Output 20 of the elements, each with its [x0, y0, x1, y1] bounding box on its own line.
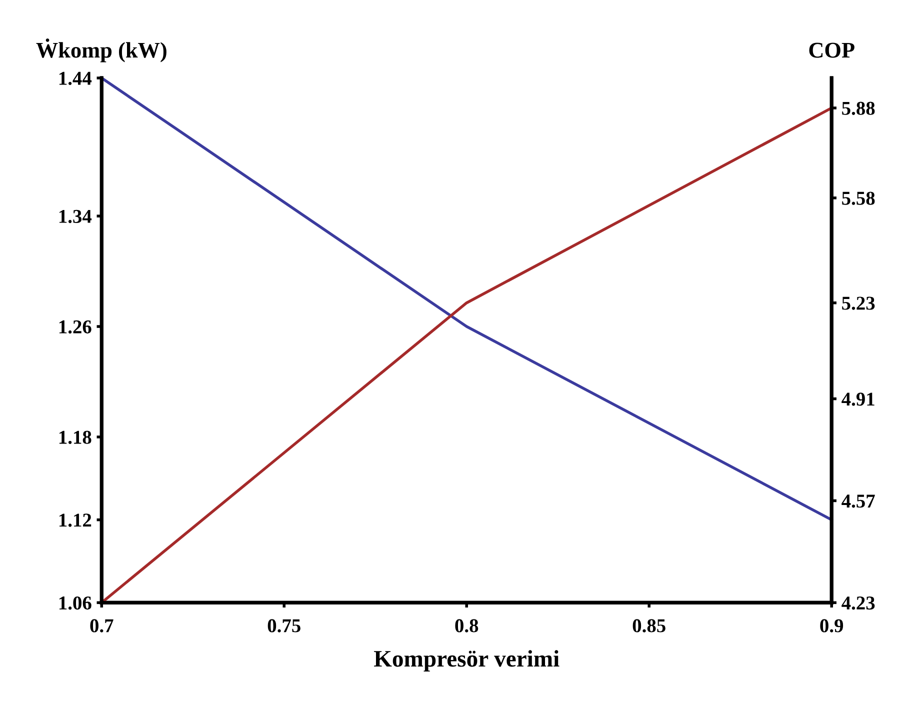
x-tick-label: 0.7	[90, 619, 114, 632]
x-tick-label: 0.85	[632, 619, 666, 632]
y-tick-label: 1.26	[59, 320, 92, 334]
y-tick-label: 1.44	[59, 72, 92, 86]
y2-tick-label: 4.23	[842, 596, 875, 610]
x-tick-label: 0.9	[820, 619, 844, 632]
y2-tick-label: 4.91	[842, 392, 874, 406]
y2-axis-title: COP	[809, 42, 854, 58]
x-axis-title: Kompresör verimi	[374, 650, 560, 672]
x-tick-label: 0.8	[455, 619, 478, 632]
x-tick-label: 0.75	[268, 619, 300, 632]
y-tick-label: 1.06	[59, 596, 92, 610]
y2-tick-label: 5.88	[842, 102, 875, 115]
y-tick-label: 1.34	[59, 210, 92, 224]
y-axis-title: Ẇkomp (kW)	[36, 38, 166, 62]
y2-tick-label: 5.58	[842, 192, 875, 205]
y2-tick-label: 5.23	[842, 296, 875, 310]
y-tick-label: 1.18	[59, 430, 92, 444]
y-tick-label: 1.12	[59, 514, 92, 527]
y2-tick-label: 4.57	[842, 494, 875, 508]
